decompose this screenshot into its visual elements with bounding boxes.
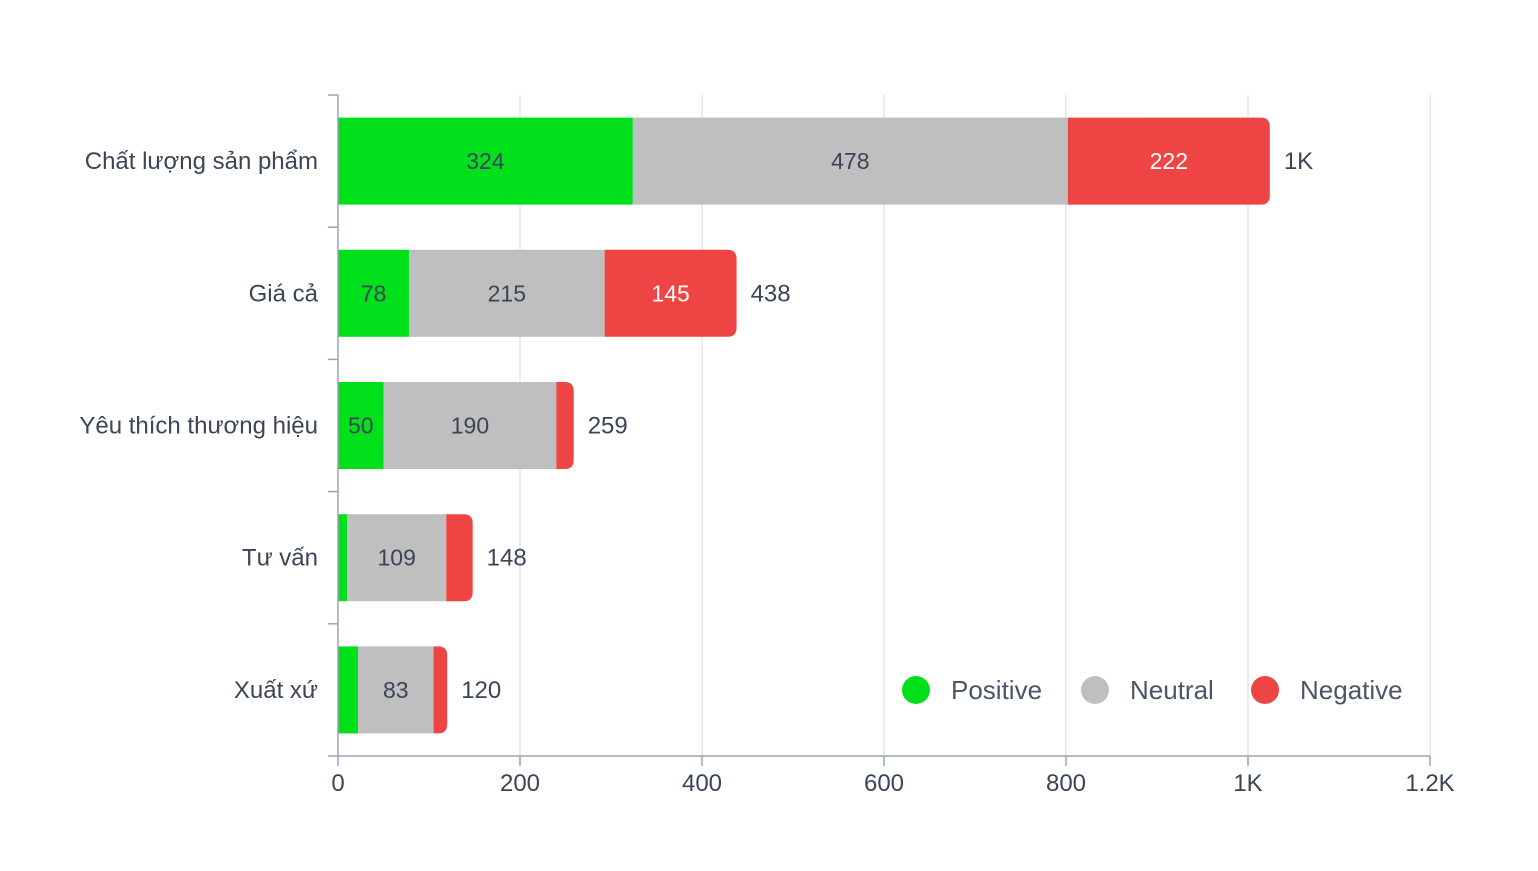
bar-segment-neutral: [383, 382, 557, 469]
bar-segment-negative: [604, 249, 737, 337]
x-tick-label: 400: [682, 770, 722, 797]
bar-value-label: 190: [451, 413, 489, 439]
bar-value-label: 50: [348, 413, 374, 439]
legend-label: Positive: [951, 675, 1042, 705]
category-label: Giá cả: [249, 280, 319, 307]
legend-marker-negative: [1251, 676, 1279, 704]
bar-total-label: 438: [751, 280, 791, 307]
legend-marker-positive: [902, 676, 930, 704]
bar-value-label: 78: [361, 280, 387, 306]
bar-total-label: 148: [487, 545, 527, 572]
x-tick-label: 800: [1046, 770, 1086, 797]
category-label: Chất lượng sản phẩm: [85, 148, 318, 175]
bar-value-label: 324: [466, 148, 505, 174]
bar-value-label: 215: [488, 280, 526, 306]
bar-segment-negative: [556, 382, 574, 469]
bar-segment-positive: [338, 382, 384, 469]
bar-segment-positive: [338, 514, 348, 602]
bar-total-label: 1K: [1284, 148, 1313, 175]
bar-segment-neutral: [408, 249, 605, 337]
bar-total-label: 259: [588, 413, 628, 440]
bar-total-label: 120: [461, 677, 501, 704]
bar-segment-neutral: [358, 646, 434, 734]
bar-segment-positive: [338, 646, 359, 734]
bar-value-label: 83: [383, 677, 409, 703]
bar-value-label: 222: [1150, 148, 1188, 174]
bar-value-label: 109: [378, 545, 416, 571]
legend: Positive Neutral Negative: [902, 675, 1403, 705]
category-label: Yêu thích thương hiệu: [79, 413, 318, 440]
x-tick-label: 1K: [1233, 770, 1262, 797]
x-tick-label: 1.2K: [1405, 770, 1454, 797]
bar-segment-negative: [433, 646, 448, 734]
legend-marker-neutral: [1081, 676, 1109, 704]
bar-value-label: 478: [831, 148, 869, 174]
bar-segment-neutral: [347, 514, 447, 602]
x-tick-label: 200: [500, 770, 540, 797]
category-label: Xuất xứ: [234, 677, 318, 704]
bar-value-label: 145: [651, 280, 689, 306]
axes: 0 200 400 600 800 1K 1.2K Chất lượng sản phẩm Gi…: [79, 94, 1455, 797]
grid-lines: [519, 95, 1431, 756]
bar-segment-positive: [338, 117, 633, 205]
legend-label: Negative: [1300, 675, 1403, 705]
bar-segment-neutral: [632, 117, 1068, 205]
bar-segment-negative: [446, 514, 473, 602]
category-label: Tư vấn: [242, 545, 318, 572]
bar-segment-negative: [1067, 117, 1270, 205]
bars: 324 478 222 1K 78 215 145 438 50 190 259 109 148 83 12…: [338, 117, 1313, 734]
x-tick-label: 0: [331, 770, 344, 797]
x-tick-label: 600: [864, 770, 904, 797]
bar-segment-positive: [338, 249, 409, 337]
legend-label: Neutral: [1130, 675, 1214, 705]
